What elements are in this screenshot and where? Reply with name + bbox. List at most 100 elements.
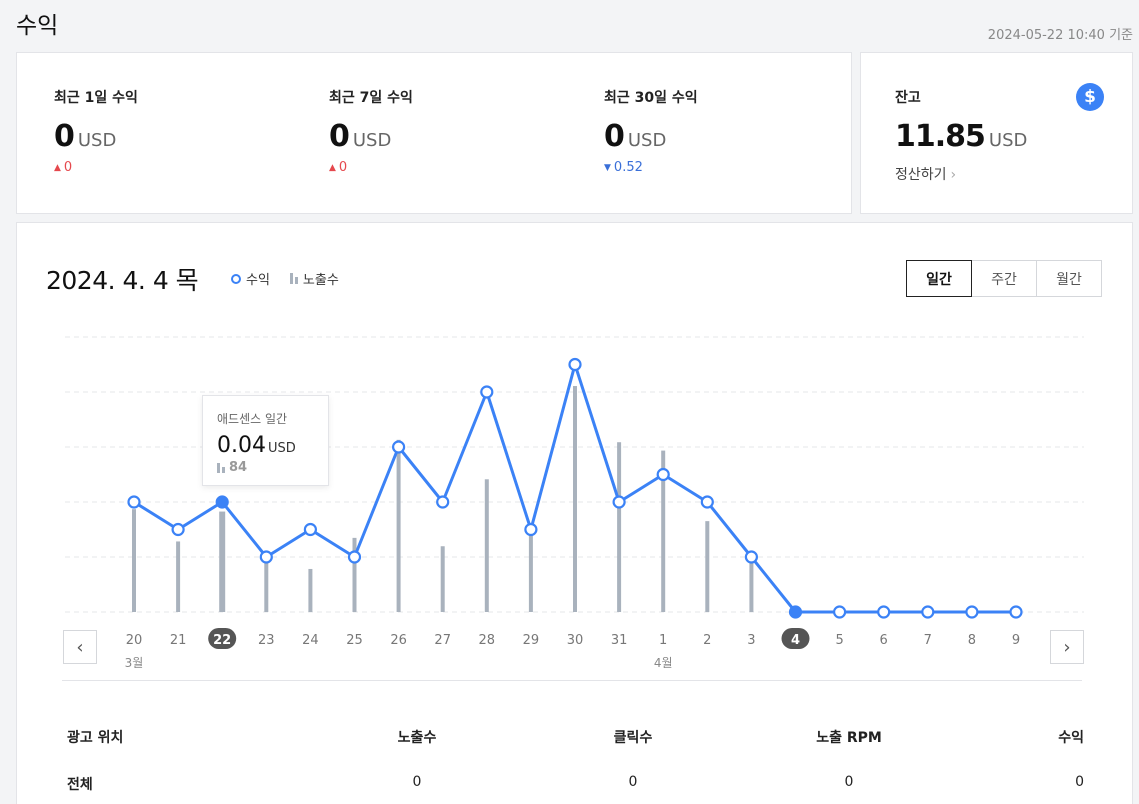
x-tick-label: 25 [346, 633, 363, 648]
impression-bar [528, 533, 533, 612]
revenue-point [965, 605, 979, 619]
metric-change: ▲ 0 [329, 160, 348, 175]
metric-30day: 최근 30일 수익 0 USD ▼ 0.52 [604, 87, 698, 175]
table-cell: 0 [844, 774, 854, 790]
revenue-chart: 20 21 22 23 24 25 26 27 28 29 30 31 1 2 3 4 5 6 7 8 93월 4월 [65, 336, 1084, 670]
revenue-point [788, 605, 803, 619]
metric-value: 0 [604, 119, 625, 154]
x-tick-label: 30 [567, 633, 584, 648]
impression-bar [219, 511, 226, 612]
triangle-up-icon: ▲ [329, 163, 336, 173]
dollar-icon: $ [1076, 83, 1104, 111]
impression-bar [176, 541, 181, 612]
revenue-point [1009, 605, 1023, 619]
revenue-point [171, 522, 185, 537]
x-tick-label: 21 [170, 633, 187, 648]
impression-bar [661, 450, 666, 612]
legend-revenue: 수익 [231, 269, 270, 288]
revenue-point [436, 495, 450, 509]
divider [62, 680, 1082, 681]
metric-change: ▼ 0.52 [604, 160, 643, 175]
revenue-point [877, 605, 891, 619]
revenue-point [215, 495, 229, 509]
x-tick-label: 4 [791, 633, 800, 648]
revenue-chart-card: 2024. 4. 4 목 수익 노출수 일간 주간 월간 20 21 22 23 24 2… [16, 222, 1133, 804]
selected-date-badge [208, 628, 237, 649]
x-tick-label: 1 [659, 633, 667, 648]
circle-icon [231, 273, 241, 284]
period-daily-button[interactable]: 일간 [906, 260, 972, 297]
revenue-point [392, 440, 406, 454]
metric-7day: 최근 7일 수익 0 USD ▲ 0 [329, 87, 413, 175]
balance-unit: USD [988, 130, 1028, 151]
tooltip-title: 애드센스 일간 [217, 412, 288, 426]
table-header-cell: 클릭수 [613, 730, 653, 746]
balance-value: 11.85 [895, 119, 986, 154]
tooltip-impressions: 84 [217, 460, 328, 475]
x-tick-label: 24 [302, 633, 319, 648]
x-tick-label: 8 [968, 633, 976, 648]
impression-bar [396, 439, 401, 612]
impression-bar [264, 559, 269, 612]
revenue-point [700, 495, 714, 509]
impression-bar [352, 537, 357, 612]
revenue-point [347, 550, 362, 564]
revenue-point [568, 357, 582, 372]
period-selector: 일간 주간 월간 [906, 260, 1102, 297]
metric-unit: USD [627, 130, 667, 151]
revenue-point [921, 605, 935, 619]
selected-date-badge [781, 628, 810, 649]
x-tick-label: 23 [258, 633, 275, 648]
period-weekly-button[interactable]: 주간 [971, 260, 1037, 297]
chevron-right-icon: › [1063, 636, 1071, 658]
metric-1day: 최근 1일 수익 0 USD ▲ 0 [54, 87, 138, 175]
revenue-point [259, 550, 273, 564]
x-tick-label: 5 [835, 633, 843, 648]
impression-bar [132, 509, 136, 612]
revenue-point [744, 550, 759, 564]
impression-bar [617, 442, 622, 612]
x-tick-label: 31 [611, 633, 628, 648]
metric-unit: USD [352, 130, 392, 151]
x-tick-label: 3 [747, 633, 755, 648]
revenue-point [612, 495, 626, 509]
timestamp: 2024-05-22 10:40 기준 [987, 28, 1133, 43]
balance-label: 잔고 [895, 90, 921, 106]
metric-label: 최근 7일 수익 [329, 90, 413, 106]
tooltip-unit: USD [267, 441, 296, 456]
metric-label: 최근 30일 수익 [604, 90, 698, 106]
x-tick-label: 20 [126, 633, 143, 648]
revenue-point [303, 522, 317, 537]
chart-legend: 수익 노출수 [231, 269, 339, 288]
table-header-cell: 노출 RPM [816, 730, 882, 746]
bar-chart-icon [289, 273, 298, 284]
legend-impressions: 노출수 [289, 269, 339, 288]
bar-chart-icon [217, 462, 225, 473]
revenue-point [832, 605, 847, 619]
prev-range-button[interactable]: ‹ [63, 630, 97, 664]
revenue-point [480, 385, 494, 399]
impression-bar [705, 521, 710, 612]
impression-bar [573, 386, 577, 612]
impression-bar [308, 568, 313, 612]
impression-bar [484, 479, 489, 612]
summary-card: 최근 1일 수익 0 USD ▲ 0 최근 7일 수익 0 USD ▲ 0 최근 30일… [16, 52, 852, 214]
table-header-cell: 노출수 [397, 730, 437, 746]
tooltip-value: 0.04 [217, 433, 266, 458]
table-cell: 0 [1075, 774, 1084, 790]
metric-value: 0 [54, 119, 75, 154]
settle-link[interactable]: 정산하기 › [895, 167, 957, 183]
x-tick-label: 29 [523, 633, 540, 648]
next-range-button[interactable]: › [1050, 630, 1084, 664]
page-title: 수익 [16, 13, 59, 39]
metric-change: ▲ 0 [54, 160, 73, 175]
table-cell: 전체 [67, 777, 93, 793]
period-monthly-button[interactable]: 월간 [1036, 260, 1102, 297]
x-tick-label: 26 [390, 633, 407, 648]
table-cell: 0 [412, 774, 422, 790]
month-label: 4월 [654, 656, 673, 670]
impression-bar [749, 559, 754, 612]
table-header-cell: 수익 [1058, 730, 1084, 746]
x-tick-label: 22 [213, 633, 231, 648]
selected-date: 2024. 4. 4 목 [46, 266, 199, 295]
